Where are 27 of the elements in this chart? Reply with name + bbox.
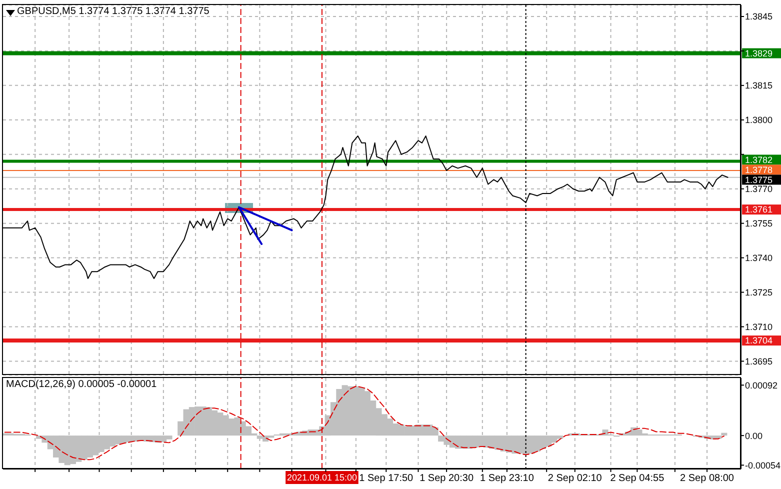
y-tick-label: -0.00054: [745, 460, 781, 470]
x-tick-label: 1 Sep 17:50: [359, 473, 414, 484]
y-tick-label: 1.3770: [745, 184, 773, 194]
x-tick-label: 2 Sep 08:00: [680, 473, 734, 484]
y-tick-label: 1.3800: [745, 115, 773, 126]
y-tick-label: 1.3740: [745, 252, 773, 263]
y-tick-label: 1.3815: [745, 80, 773, 91]
x-tick-label: 2 Sep 04:55: [610, 473, 665, 484]
x-tick-label: 1 Sep 20:30: [420, 473, 474, 484]
y-tick-label: 1.3710: [745, 322, 773, 332]
ref-line-label: 1.3782: [745, 154, 773, 165]
chart-title: MACD(12,26,9) 0.00005 -0.00001: [6, 379, 157, 391]
ref-line-label: 2021.09.01 15:00: [286, 472, 358, 483]
y-tick-label: 1.3725: [745, 287, 773, 298]
y-tick-label: 1.3845: [745, 12, 773, 22]
x-tick-label: 2 Sep 02:10: [548, 473, 602, 484]
ref-line-label: 1.3778: [745, 164, 773, 175]
chart-title: GBPUSD,M5 1.3774 1.3775 1.3774 1.3775: [17, 6, 210, 18]
ref-line-label: 1.3704: [745, 336, 773, 346]
y-tick-label: 1.3695: [745, 356, 773, 366]
y-tick-label: 0.00092: [745, 380, 778, 390]
y-tick-label: 0.00: [745, 430, 763, 441]
y-tick-label: 1.3755: [745, 218, 773, 229]
ref-line-label: 1.3761: [745, 204, 773, 215]
x-tick-label: 1 Sep 23:10: [480, 473, 534, 484]
ref-line-label: 1.3829: [745, 48, 773, 58]
ref-line-label: 1.3775: [745, 174, 773, 185]
